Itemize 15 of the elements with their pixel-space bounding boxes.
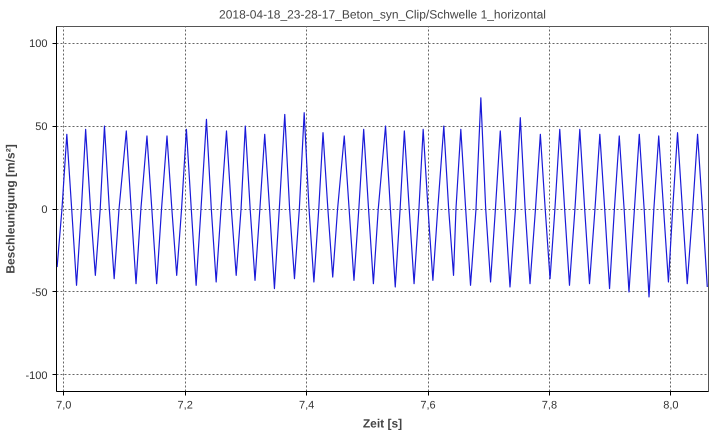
x-tick-label: 7,2	[178, 400, 193, 412]
y-tick-label: 100	[29, 38, 48, 50]
x-tick-label: 7,6	[420, 400, 436, 412]
y-tick-label: -50	[32, 286, 48, 299]
x-axis-title: Zeit [s]	[362, 416, 402, 430]
y-tick-label: 0	[41, 204, 48, 216]
line-series	[56, 97, 708, 298]
x-tick-label: 7,0	[56, 400, 72, 412]
x-tick-label: 7,8	[542, 400, 558, 412]
y-axis-title: Beschleunigung [m/s²]	[3, 144, 18, 274]
y-tick-label: 50	[35, 121, 48, 134]
chart-title: 2018-04-18_23-28-17_Beton_syn_Clip/Schwelle 1_horizontal	[219, 8, 546, 22]
x-tick-label: 7,4	[298, 400, 314, 412]
x-tick-label: 8,0	[663, 400, 679, 412]
y-tick-label: -100	[25, 370, 48, 382]
